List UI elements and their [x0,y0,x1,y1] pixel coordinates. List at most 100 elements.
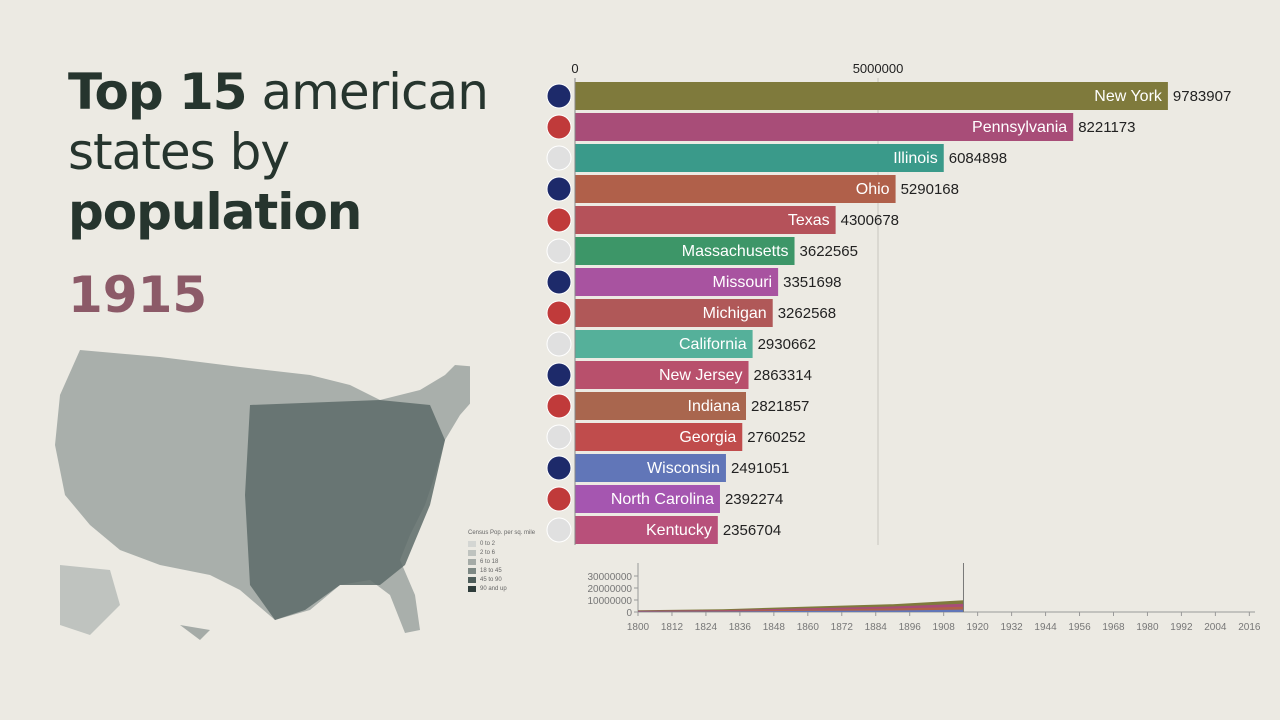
x-tick-label: 1932 [1000,622,1023,633]
x-tick-label: 1848 [763,622,786,633]
bar [575,423,743,451]
bar-value: 3622565 [800,243,858,260]
legend-swatch [468,540,476,547]
us-population-density-map [55,350,470,640]
bar [575,516,718,544]
bar-value: 9783907 [1173,88,1231,105]
bar [575,299,773,327]
bar-value: 2356704 [723,522,781,539]
legend-swatch [468,549,476,556]
bar-chart: 0 5000000 New York 9783907 Pennsylvania 82211… [546,61,1231,545]
bar-value: 2491051 [731,460,789,477]
legend-label: 6 to 18 [480,558,499,565]
bar-label: Indiana [688,398,741,415]
bar-label: Kentucky [646,522,712,539]
flag-kentucky-icon [546,517,572,543]
year-label: 1915 [68,266,208,324]
area-series [638,603,964,612]
legend-swatch [468,585,476,592]
page-title: Top 15 american states by population [68,62,489,242]
area-series [638,609,964,612]
x-tick-label: 1908 [933,622,956,633]
legend-title: Census Pop. per sq. mile [468,530,536,536]
bar-label: Michigan [703,305,767,322]
bar [575,206,836,234]
bar-value: 2821857 [751,398,809,415]
bar-value: 8221173 [1078,119,1135,136]
bar-label: Ohio [856,181,890,198]
legend-item: 45 to 90 [468,575,535,584]
y-tick-label: 30000000 [588,572,633,583]
x-tick-label: 1968 [1102,622,1125,633]
area-series [638,606,964,612]
x-tick-label: 1860 [797,622,820,633]
bar-value: 4300678 [841,212,899,229]
bar [575,268,779,296]
bar-label: New Jersey [659,367,743,384]
bar-value: 6084898 [949,150,1007,167]
flag-north-carolina-icon [546,486,572,512]
flag-massachusetts-icon [546,238,572,264]
flag-new-york-icon [546,83,572,109]
bar [575,485,720,513]
flag-pennsylvania-icon [546,114,572,140]
bar-value: 3351698 [783,274,841,291]
x-tick-label: 1812 [661,622,684,633]
x-tick-label: 5000000 [853,61,904,76]
bar-label: New York [1094,88,1163,105]
flag-indiana-icon [546,393,572,419]
bar [575,330,753,358]
legend-item: 90 and up [468,584,535,593]
title-bold-population: population [68,183,362,241]
legend-item: 2 to 6 [468,548,535,557]
x-tick-label: 1872 [831,622,854,633]
bar-value: 2760252 [747,429,805,446]
flag-michigan-icon [546,300,572,326]
map-legend: Census Pop. per sq. mile 0 to 2 2 to 6 6 t… [468,530,535,593]
legend-swatch [468,576,476,583]
bar [575,113,1074,141]
y-tick-label: 10000000 [588,596,633,607]
x-tick-label: 2016 [1238,622,1261,633]
legend-swatch [468,567,476,574]
flag-ohio-icon [546,176,572,202]
x-tick-label: 1956 [1068,622,1091,633]
bar-value: 2863314 [754,367,812,384]
bar-label: Missouri [713,274,773,291]
legend-label: 2 to 6 [480,549,496,556]
bar [575,175,896,203]
x-tick-label: 1884 [865,622,888,633]
x-tick-label: 1800 [627,622,650,633]
title-bold: Top 15 [68,63,248,121]
bar [575,82,1168,110]
x-tick-label: 1992 [1170,622,1193,633]
legend-label: 18 to 45 [480,567,502,574]
bar [575,454,726,482]
bar-label: Georgia [679,429,736,446]
flag-california-icon [546,331,572,357]
bar-value: 2930662 [758,336,816,353]
x-tick-label: 2004 [1204,622,1227,633]
bar [575,392,747,420]
x-tick-label: 0 [571,61,578,76]
x-tick-label: 1980 [1136,622,1159,633]
bar-label: Massachusetts [682,243,789,260]
bar-label: Texas [788,212,830,229]
bar-value: 3262568 [778,305,836,322]
bar-label: Wisconsin [647,460,720,477]
x-tick-label: 1824 [695,622,718,633]
title-line2: states by [68,123,290,181]
bar-value: 2392274 [725,491,783,508]
bar [575,361,749,389]
bar-label: Illinois [893,150,937,167]
flag-new-jersey-icon [546,362,572,388]
x-tick-label: 1944 [1034,622,1057,633]
legend-label: 90 and up [480,585,507,592]
legend-item: 0 to 2 [468,539,535,548]
title-text: american [246,63,489,121]
flag-missouri-icon [546,269,572,295]
legend-label: 45 to 90 [480,576,502,583]
legend-label: 0 to 2 [480,540,496,547]
bar [575,144,944,172]
bar [575,237,795,265]
